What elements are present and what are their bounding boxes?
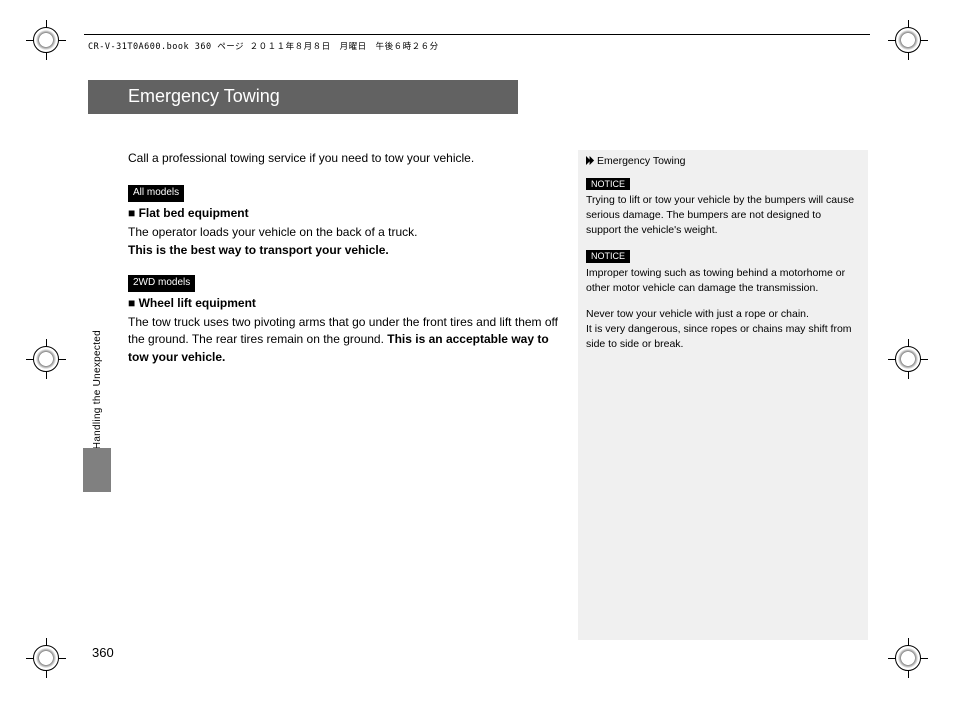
subheading-wheellift: ■ Wheel lift equipment [128, 295, 558, 312]
body-text-bold: This is the best way to transport your v… [128, 242, 558, 259]
crop-mark [888, 339, 928, 379]
subheading-flatbed: ■ Flat bed equipment [128, 205, 558, 222]
page-number: 360 [92, 645, 114, 660]
notice-text: Trying to lift or tow your vehicle by th… [586, 193, 858, 237]
page-title: Emergency Towing [88, 80, 518, 114]
header-file-info: CR-V-31T0A600.book 360 ページ ２０１１年８月８日 月曜日… [88, 40, 439, 52]
thumb-tab [83, 448, 111, 492]
section-flatbed: All models ■ Flat bed equipment The oper… [128, 183, 558, 259]
crop-mark [26, 20, 66, 60]
sidebar-text: Never tow your vehicle with just a rope … [586, 307, 858, 322]
crop-mark [888, 638, 928, 678]
notice-tag: NOTICE [586, 250, 630, 263]
crop-mark [26, 638, 66, 678]
crop-mark [888, 20, 928, 60]
header-rule [84, 34, 870, 35]
body-text: The operator loads your vehicle on the b… [128, 224, 558, 241]
model-tag-2wd: 2WD models [128, 275, 195, 292]
section-wheellift: 2WD models ■ Wheel lift equipment The to… [128, 273, 558, 366]
section-label-vertical: Handling the Unexpected [92, 330, 103, 449]
sidebar-text: It is very dangerous, since ropes or cha… [586, 322, 858, 351]
intro-text: Call a professional towing service if yo… [128, 150, 558, 167]
notice-text: Improper towing such as towing behind a … [586, 266, 858, 295]
notice-tag: NOTICE [586, 178, 630, 191]
crop-mark [26, 339, 66, 379]
body-text: The tow truck uses two pivoting arms tha… [128, 314, 558, 366]
sidebar-title: Emergency Towing [586, 154, 858, 169]
sidebar-title-text: Emergency Towing [597, 155, 686, 167]
chevron-icon [586, 155, 595, 165]
model-tag-all: All models [128, 185, 184, 202]
main-column: Call a professional towing service if yo… [128, 150, 558, 380]
sidebar: Emergency Towing NOTICE Trying to lift o… [578, 150, 868, 640]
